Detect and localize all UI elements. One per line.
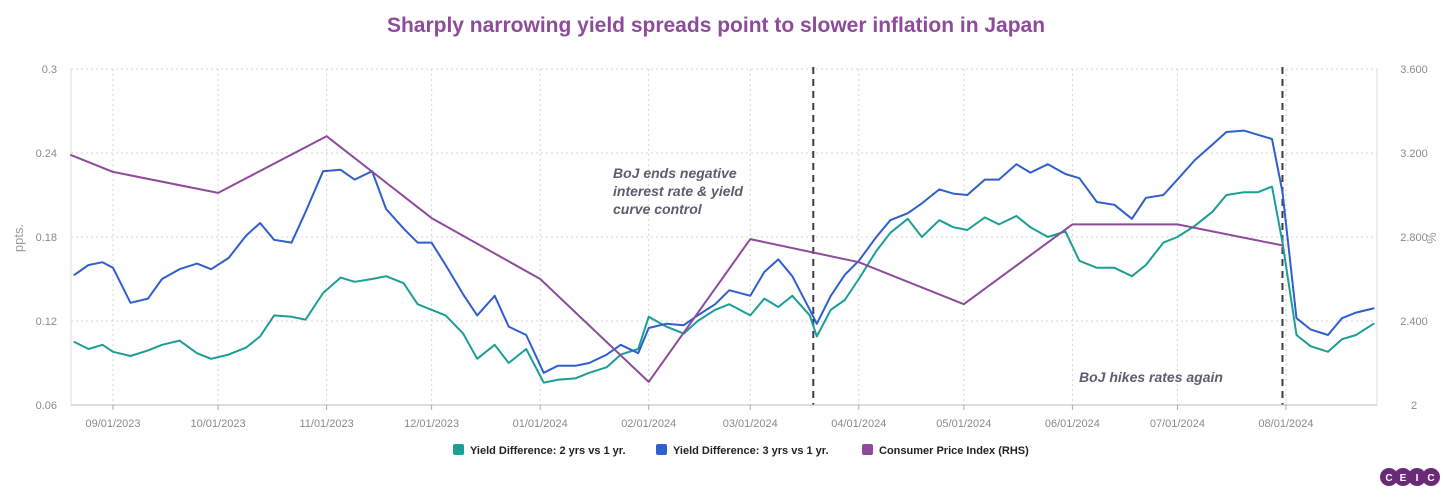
event-lines <box>812 67 1284 405</box>
y2-tick-label: 2.400 <box>1400 316 1428 328</box>
annotation-1: BoJ hikes rates again <box>1079 369 1223 385</box>
series-lines <box>70 129 1375 384</box>
x-tick-label: 01/01/2024 <box>513 418 568 430</box>
y-tick-label: 0.3 <box>42 64 57 76</box>
x-tick-label: 09/01/2023 <box>85 418 140 430</box>
x-tick-label: 10/01/2023 <box>191 418 246 430</box>
logo-dot <box>1394 468 1412 486</box>
legend: Yield Difference: 2 yrs vs 1 yr. Yield Di… <box>453 444 1029 457</box>
series-line-2 <box>70 135 1284 383</box>
y2-tick-label: 2 <box>1411 400 1417 412</box>
y-tick-label: 0.06 <box>36 400 57 412</box>
grid <box>71 68 1377 405</box>
logo-dot <box>1380 468 1398 486</box>
logo-letter: C <box>1385 473 1392 484</box>
legend-label: Consumer Price Index (RHS) <box>879 445 1029 457</box>
x-tick-label: 07/01/2024 <box>1150 418 1205 430</box>
y2-tick-label: 2.800 <box>1400 232 1428 244</box>
legend-label: Yield Difference: 2 yrs vs 1 yr. <box>470 445 626 457</box>
y2-tick-label: 3.200 <box>1400 148 1428 160</box>
x-tick-label: 03/01/2024 <box>723 418 778 430</box>
legend-swatch <box>862 444 873 455</box>
x-tick-label: 11/01/2023 <box>299 418 353 430</box>
axes: 0.3 3.600 0.24 3.200 0.18 2.800 0.12 2.400 0.06 2… <box>36 64 1428 430</box>
x-tick-label: 02/01/2024 <box>621 418 676 430</box>
logo-letter: E <box>1400 473 1407 484</box>
chart-title: Sharply narrowing yield spreads point to… <box>387 14 1045 37</box>
y-axis-label: ppts. <box>11 224 26 252</box>
y2-tick-label: 3.600 <box>1400 64 1428 76</box>
x-tick-label: 12/01/2023 <box>404 418 459 430</box>
logo-dot <box>1422 468 1440 486</box>
legend-swatch <box>656 444 667 455</box>
x-tick-label: 04/01/2024 <box>831 418 886 430</box>
logo-letter: C <box>1427 473 1434 484</box>
y-tick-label: 0.12 <box>36 316 57 328</box>
y-tick-label: 0.18 <box>36 232 57 244</box>
legend-label: Yield Difference: 3 yrs vs 1 yr. <box>673 445 829 457</box>
logo-letter: I <box>1416 473 1419 484</box>
y2-axis-label: % <box>1424 232 1439 244</box>
annotation-0: BoJ ends negative interest rate & yield cu… <box>613 165 743 217</box>
series-line-1 <box>73 129 1375 374</box>
x-tick-label: 05/01/2024 <box>936 418 991 430</box>
logo-dot <box>1408 468 1426 486</box>
legend-swatch <box>453 444 464 455</box>
x-tick-label: 08/01/2024 <box>1258 418 1313 430</box>
series-line-0 <box>73 185 1375 384</box>
y-tick-label: 0.24 <box>36 148 57 160</box>
annotations: BoJ ends negative interest rate & yield cu… <box>613 165 1223 385</box>
x-tick-label: 06/01/2024 <box>1045 418 1100 430</box>
